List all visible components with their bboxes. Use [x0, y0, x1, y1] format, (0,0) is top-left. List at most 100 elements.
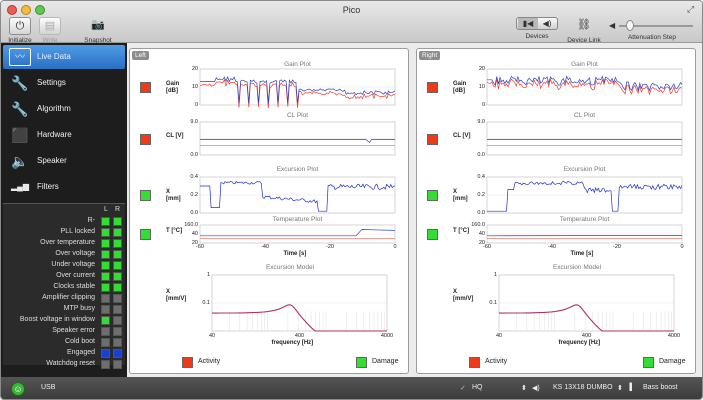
status-led-left [101, 338, 110, 347]
status-row: Engaged [3, 348, 125, 359]
model-x-tick: 40 [208, 333, 216, 339]
model-y-tick: 0.1 [202, 300, 210, 306]
preset-stepper-icon[interactable]: ⬍ [521, 385, 527, 392]
status-led-right [113, 261, 122, 270]
sidebar-item-label: Filters [37, 182, 59, 191]
cl-tick-label: 0.0 [190, 152, 198, 158]
sidebar-item-algorithm[interactable]: 🔧 Algorithm [3, 97, 125, 121]
temp-tick-label: 40 [478, 231, 485, 237]
exc-tick-label: 0.4 [190, 174, 198, 180]
excursion-model-title: Excursion Model [552, 264, 602, 271]
mode-stepper-icon[interactable]: ⬍ [617, 385, 623, 392]
temp-tick-label: 20 [478, 240, 485, 246]
time-tick-label: -40 [261, 244, 269, 250]
status-label: Clocks stable [53, 283, 95, 290]
status-led-left [101, 305, 110, 314]
write-button[interactable]: ▤ Write [37, 17, 63, 44]
sidebar-item-speaker[interactable]: 🔈 Speaker [3, 149, 125, 173]
zoom-window-button[interactable] [35, 5, 45, 15]
devices-control[interactable]: ▮◀ ◀) Devices [515, 17, 559, 40]
cl-indicator [427, 133, 438, 145]
speaker-mute-icon: ◀ [609, 21, 616, 30]
speaker-preset-icon: ◀) [532, 385, 540, 392]
time-tick-label: 0 [393, 244, 397, 250]
gain-tick-label: 0 [194, 102, 198, 108]
status-row: Over current [3, 271, 125, 282]
cl-tick-label: 9.0 [190, 119, 198, 125]
status-led-right [113, 316, 122, 325]
bars-icon: ▂▄▆ [11, 182, 29, 191]
exc-plot [486, 176, 683, 214]
status-row: Clocks stable [3, 282, 125, 293]
status-label: Under voltage [51, 261, 95, 268]
status-row: Over temperature [3, 238, 125, 249]
status-row: Over voltage [3, 249, 125, 260]
sidebar-item-live-data[interactable]: 〰 Live Data [3, 45, 125, 69]
live-data-icon: 〰 [9, 48, 31, 66]
panel-tag: Right [419, 51, 441, 60]
status-led-left [101, 316, 110, 325]
frequency-axis-label: frequency [Hz] [558, 340, 601, 346]
initialize-button[interactable]: ⏻ Initialize [6, 17, 34, 44]
fullscreen-icon[interactable]: ⤢ [687, 4, 695, 14]
attenuation-label: Attenuation Step [627, 34, 677, 41]
temp-indicator [427, 229, 438, 240]
device-link-button[interactable]: ⛓ Device Link [565, 17, 603, 44]
temp-tick-label: 20 [191, 240, 198, 246]
status-led-left [101, 261, 110, 270]
cl-axis-label: CL [V] [453, 132, 471, 139]
minimize-window-button[interactable] [21, 5, 31, 15]
exc-plot-title: Excursion Plot [563, 166, 606, 173]
temp-axis-label: T [°C] [166, 228, 183, 234]
hq-toggle[interactable]: HQ [472, 384, 483, 391]
status-row: Amplifier clipping [3, 293, 125, 304]
gain-plot-title: Gain Plot [571, 61, 598, 68]
sidebar-item-label: Algorithm [37, 104, 71, 113]
status-label: R- [87, 217, 95, 224]
time-tick-label: -20 [326, 244, 334, 250]
sidebar-item-hardware[interactable]: ⬛ Hardware [3, 123, 125, 147]
model-axis-label: X [mm/V] [453, 289, 474, 302]
excursion-model-plot [211, 274, 388, 332]
gain-plot [199, 68, 396, 109]
gain-indicator [427, 82, 438, 93]
write-label: Write [42, 37, 58, 44]
status-label: Amplifier clipping [42, 294, 95, 301]
status-label: Over current [56, 272, 95, 279]
cube-icon: ⬛ [11, 127, 29, 143]
status-led-right [113, 217, 122, 226]
attenuation-slider[interactable]: ◀ [609, 17, 695, 34]
close-window-button[interactable] [7, 5, 17, 15]
excursion-model-plot [498, 274, 675, 332]
check-icon: ✓ [460, 385, 466, 392]
status-col-right: R [115, 206, 121, 213]
gain-plot-title: Gain Plot [284, 61, 311, 68]
sidebar-item-filters[interactable]: ▂▄▆ Filters [3, 175, 125, 199]
devices-toggle[interactable]: ▮◀ ◀) [516, 17, 558, 30]
exc-tick-label: 0.2 [477, 192, 485, 198]
slider-knob[interactable] [625, 20, 634, 31]
status-led-left [101, 272, 110, 281]
temp-plot-title: Temperature Plot [559, 216, 610, 223]
snapshot-button[interactable]: 📷 Snapshot [83, 17, 113, 44]
attenuation-step-control[interactable]: ◀ Attenuation Step [609, 17, 695, 41]
drive-icon: ▤ [39, 17, 61, 35]
status-label: PLL locked [60, 228, 95, 235]
sidebar-item-label: Speaker [37, 156, 67, 165]
speaker-small-icon: ◀) [542, 19, 552, 28]
status-led-right [113, 360, 122, 369]
exc-axis-label: X [mm] [166, 189, 181, 202]
sidebar-item-settings[interactable]: 🔧 Settings [3, 71, 125, 95]
status-led-left [101, 283, 110, 292]
time-tick-label: -60 [483, 244, 491, 250]
gain-tick-label: 20 [478, 66, 485, 72]
model-axis-label: X [mm/V] [166, 289, 187, 302]
activity-label: Activity [198, 358, 221, 365]
filter-mode-select[interactable]: Bass boost [643, 384, 678, 391]
speaker-preset-select[interactable]: KS 13X18 DUMBO [553, 384, 613, 391]
gain-trace-red [486, 77, 683, 96]
power-icon: ⏻ [9, 17, 31, 35]
status-led-right [113, 349, 122, 358]
exc-tick-label: 0.0 [477, 210, 485, 216]
